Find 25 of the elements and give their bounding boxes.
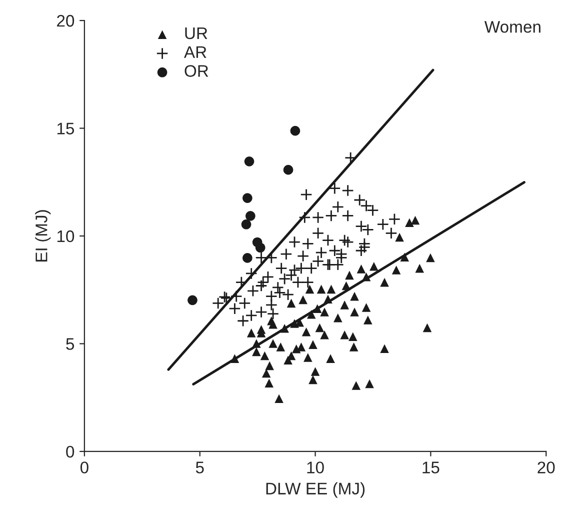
x-tick-label: 20	[538, 462, 555, 474]
point	[255, 242, 266, 253]
point	[290, 126, 300, 136]
y-tick-label: 5	[66, 338, 74, 350]
point	[188, 295, 198, 306]
point	[242, 193, 252, 203]
y-tick-label: 0	[66, 446, 74, 458]
annotation: Women	[484, 21, 540, 33]
legend-label: AR	[184, 46, 206, 58]
y-tick-label: 15	[57, 122, 74, 134]
y-tick-label: 10	[57, 230, 74, 242]
legend-label: OR	[184, 65, 208, 77]
x-axis-title: DLW EE (MJ)	[266, 482, 365, 498]
x-tick-label: 5	[196, 462, 204, 474]
legend-label: UR	[185, 28, 208, 40]
point	[283, 164, 294, 175]
point	[244, 156, 254, 166]
point	[246, 211, 256, 221]
y-tick-label: 20	[57, 14, 74, 27]
x-tick-label: 15	[422, 462, 440, 474]
x-tick-label: 10	[307, 462, 324, 474]
point	[242, 253, 252, 263]
point	[241, 219, 252, 230]
x-tick-label: 0	[80, 462, 88, 474]
y-axis-title: EI (MJ)	[35, 210, 51, 262]
